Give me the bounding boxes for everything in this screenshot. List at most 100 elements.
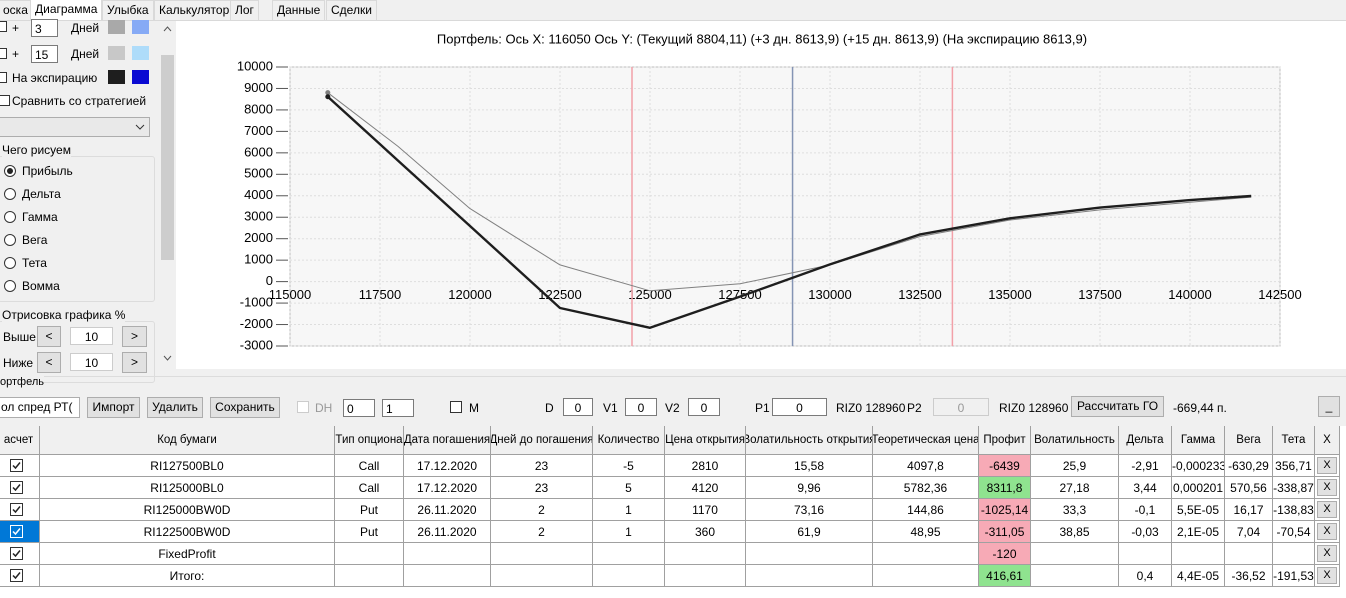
p2-input[interactable]: 0 — [933, 398, 989, 416]
table-cell — [404, 565, 491, 587]
delete-cell: X — [1315, 455, 1340, 477]
checkbox[interactable] — [0, 48, 7, 59]
radio[interactable] — [4, 257, 16, 269]
table-cell — [1119, 543, 1172, 565]
row-checkbox[interactable] — [10, 481, 23, 494]
tab[interactable]: Калькулятор — [154, 0, 235, 20]
delete-button[interactable]: Удалить — [147, 397, 203, 418]
column-header[interactable]: Тип опциона — [335, 426, 404, 455]
tab[interactable]: Лог — [230, 0, 259, 20]
radio[interactable] — [4, 165, 16, 177]
delete-button[interactable]: X — [1317, 523, 1337, 540]
group-title: Отрисовка графика % — [2, 308, 126, 322]
m-checkbox[interactable] — [450, 401, 462, 413]
table-cell: 2810 — [665, 455, 746, 477]
strategy-dropdown[interactable] — [0, 117, 150, 137]
calc-cell — [0, 565, 40, 587]
save-button[interactable]: Сохранить — [210, 397, 280, 418]
row-checkbox[interactable] — [10, 459, 23, 472]
column-header[interactable]: X — [1315, 426, 1340, 455]
prev-button[interactable]: < — [37, 326, 61, 347]
next-button[interactable]: > — [122, 352, 147, 373]
minimize-button[interactable]: _ — [1318, 396, 1340, 417]
color-swatch[interactable] — [132, 20, 149, 34]
days-input[interactable]: 3 — [31, 19, 58, 37]
scrollbar[interactable] — [160, 21, 175, 368]
delete-button[interactable]: X — [1317, 567, 1337, 584]
column-header[interactable]: Волатильность открытия — [746, 426, 873, 455]
delete-button[interactable]: X — [1317, 501, 1337, 518]
scroll-up[interactable] — [163, 26, 172, 32]
radio[interactable] — [4, 188, 16, 200]
v1-input[interactable]: 0 — [625, 398, 657, 416]
calc-button[interactable]: Рассчитать ГО — [1071, 396, 1164, 417]
days-input[interactable]: 15 — [31, 45, 58, 63]
import-button[interactable]: Импорт — [87, 397, 140, 418]
d-input[interactable]: 0 — [563, 398, 593, 416]
column-header[interactable]: Гамма — [1172, 426, 1225, 455]
color-swatch[interactable] — [108, 70, 125, 84]
table-cell: 73,16 — [746, 499, 873, 521]
table-cell: -191,53 — [1273, 565, 1315, 587]
table-cell: -6439 — [979, 455, 1031, 477]
radio-label: Тета — [22, 256, 47, 270]
radio[interactable] — [4, 280, 16, 292]
color-swatch[interactable] — [108, 46, 125, 60]
column-header[interactable]: Вега — [1225, 426, 1273, 455]
tab[interactable]: Сделки — [326, 0, 377, 20]
radio[interactable] — [4, 234, 16, 246]
portfolio-title: ортфель — [0, 376, 44, 388]
checkbox[interactable] — [0, 95, 10, 106]
row-checkbox[interactable] — [10, 569, 23, 582]
table-cell — [593, 543, 665, 565]
column-header[interactable]: Волатильность — [1031, 426, 1119, 455]
table-cell: 17.12.2020 — [404, 455, 491, 477]
delete-button[interactable]: X — [1317, 545, 1337, 562]
column-header[interactable]: Тета — [1273, 426, 1315, 455]
color-swatch[interactable] — [132, 70, 149, 84]
checkbox[interactable] — [0, 72, 7, 83]
scroll-thumb[interactable] — [161, 55, 174, 260]
color-swatch[interactable] — [108, 20, 125, 34]
row-checkbox[interactable] — [10, 547, 23, 560]
column-header[interactable]: Профит — [979, 426, 1031, 455]
tab[interactable]: Улыбка — [102, 0, 154, 20]
checkbox[interactable] — [0, 21, 7, 32]
next-button[interactable]: > — [122, 326, 147, 347]
column-header[interactable]: Код бумаги — [40, 426, 335, 455]
percent-input[interactable]: 10 — [70, 353, 113, 371]
delete-button[interactable]: X — [1317, 479, 1337, 496]
spin-input[interactable]: 1 — [382, 399, 414, 417]
row-checkbox[interactable] — [10, 503, 23, 516]
column-header[interactable]: Дата погашения — [404, 426, 491, 455]
x-tick-label: 125000 — [628, 287, 671, 302]
percent-input[interactable]: 10 — [70, 327, 113, 345]
v2-input[interactable]: 0 — [688, 398, 720, 416]
table-cell: -70,54 — [1273, 521, 1315, 543]
radio[interactable] — [4, 211, 16, 223]
p1-input[interactable]: 0 — [772, 398, 827, 416]
column-header[interactable]: Теоретическая цена — [873, 426, 979, 455]
delete-button[interactable]: X — [1317, 457, 1337, 474]
scroll-down[interactable] — [163, 355, 172, 361]
column-header[interactable]: Количество — [593, 426, 665, 455]
table-cell: 15,58 — [746, 455, 873, 477]
column-header[interactable]: асчет — [0, 426, 40, 455]
column-header[interactable]: Цена открытия — [665, 426, 746, 455]
tab[interactable]: Диаграмма — [30, 0, 103, 21]
row-checkbox[interactable] — [10, 525, 23, 538]
spin-input[interactable]: 0 — [343, 399, 375, 417]
color-swatch[interactable] — [132, 46, 149, 60]
table-cell: 4,4E-05 — [1172, 565, 1225, 587]
dh-checkbox[interactable] — [297, 401, 309, 413]
table-cell: -338,87 — [1273, 477, 1315, 499]
column-header[interactable]: Дельта — [1119, 426, 1172, 455]
delete-cell: X — [1315, 477, 1340, 499]
tab[interactable]: оска — [0, 0, 33, 20]
check-mark — [12, 462, 21, 470]
prev-button[interactable]: < — [37, 352, 61, 373]
column-header[interactable]: Дней до погашения — [491, 426, 593, 455]
tab[interactable]: Данные — [272, 0, 326, 20]
strategy-select[interactable]: ол спред РТ( — [0, 397, 80, 418]
